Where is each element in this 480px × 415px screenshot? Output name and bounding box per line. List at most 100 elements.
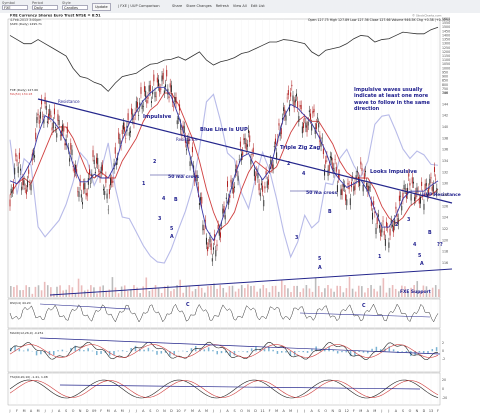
candle-body [375,227,377,234]
candle-body [396,213,398,218]
volume-bar [401,285,403,297]
candle-body [38,119,40,124]
x-tick-label: A [58,409,61,413]
candle-body [280,128,282,135]
candle-body [400,195,402,197]
candle-body [49,108,51,116]
x-tick-label: F [184,409,186,413]
candle-body [239,141,241,147]
menu-item-1[interactable]: Store Changes [186,4,212,8]
candle-body [362,184,364,192]
candle-body [377,214,379,217]
wave-label-w3a: 3 [158,216,161,222]
x-tick-label: O [324,409,327,413]
x-tick-label: J [303,409,305,413]
period-select[interactable]: Daily [32,5,58,10]
menu-item-0[interactable]: Share [172,4,183,8]
candle-body [195,174,197,177]
resistance-trendline [37,98,453,204]
macd-hist-bar [57,350,59,352]
candle-body [216,244,218,247]
volume-bar [16,285,18,297]
candle-body [110,178,112,186]
volume-bar [108,289,111,297]
volume-bar [68,285,71,297]
candle-body [335,166,337,172]
symbol-input[interactable]: FXE [2,5,28,10]
wave-label-w2b: 2 [287,161,290,167]
volume-bar [422,285,425,297]
x-tick-label: A [395,409,398,413]
volume-bar [364,292,366,297]
wave-label-w2c: 2 [395,222,398,228]
candle-body [246,144,248,147]
volume-bar [419,291,422,297]
macd-hist-bar [78,348,81,352]
y-tick-label: 140 [442,125,448,129]
volume-bar [253,285,255,297]
volume-bar [167,285,169,297]
macd-hist-bar [40,351,42,355]
volume-bar [83,290,86,297]
macd-hist-bar [229,351,231,356]
menu-item-3[interactable]: View All [232,4,247,8]
candle-body [328,164,330,171]
menu-item-2[interactable]: Refresh [215,4,229,8]
wave-label-wAc: A [420,261,424,267]
comparison-label: | FXE | UUP Comparison [118,4,160,8]
volume-bar [308,288,311,297]
candle-body [356,170,358,173]
x-tick-label: M [37,409,40,413]
volume-bar [148,290,151,297]
x-tick-label: A [114,409,117,413]
wave-label-wBc: B [428,230,432,236]
update-button[interactable]: Update [92,3,111,11]
volume-bar [311,291,314,297]
volume-bar [410,287,412,297]
macd-hist-bar [280,351,283,353]
menu-item-4[interactable]: Edit List [250,4,265,8]
candle-body [229,195,231,198]
candle-body [86,192,88,197]
volume-bar [154,285,157,297]
volume-bar [354,291,357,297]
x-tick-label: A [311,409,314,413]
candle-body [431,186,433,191]
chart-date: 4-Feb-2013 3:00pm [10,18,41,22]
candle-body [423,203,425,210]
candle-body [338,173,340,179]
wave-label-w5c: 5 [418,253,421,259]
x-tick-label: D [170,409,173,413]
style-select[interactable]: Candles [62,5,88,10]
volume-bar [382,278,385,297]
macd-hist-bar [173,351,175,356]
x-tick-label: F [16,409,18,413]
candle-body [373,201,375,205]
macd-hist-bar [143,349,145,352]
candle-body [188,137,190,145]
y-tick-label: 1200 [442,50,450,54]
macd-series-line [9,341,439,360]
candle-body [408,173,410,177]
macd-hist-bar [139,348,141,352]
candle-body [430,177,432,179]
candle-body [13,183,15,190]
y-tick-label: 1150 [442,54,450,58]
annotation-uup-resistance: UUP Resistance [422,192,461,198]
candle-body [135,101,137,108]
x-tick-label: A [226,409,229,413]
volume-bar [185,286,188,297]
candle-body [264,186,266,189]
volume-bar [219,285,221,297]
volume-bar [373,288,375,297]
candle-body [415,192,417,200]
candle-body [149,85,151,92]
candle-body [179,104,181,111]
volume-bar [151,289,154,297]
candle-body [87,178,89,185]
candle-body [180,123,182,130]
y-tick-label: 1100 [442,58,450,62]
candle-body [388,242,390,248]
x-tick-label: A [142,409,145,413]
candle-body [426,194,428,198]
